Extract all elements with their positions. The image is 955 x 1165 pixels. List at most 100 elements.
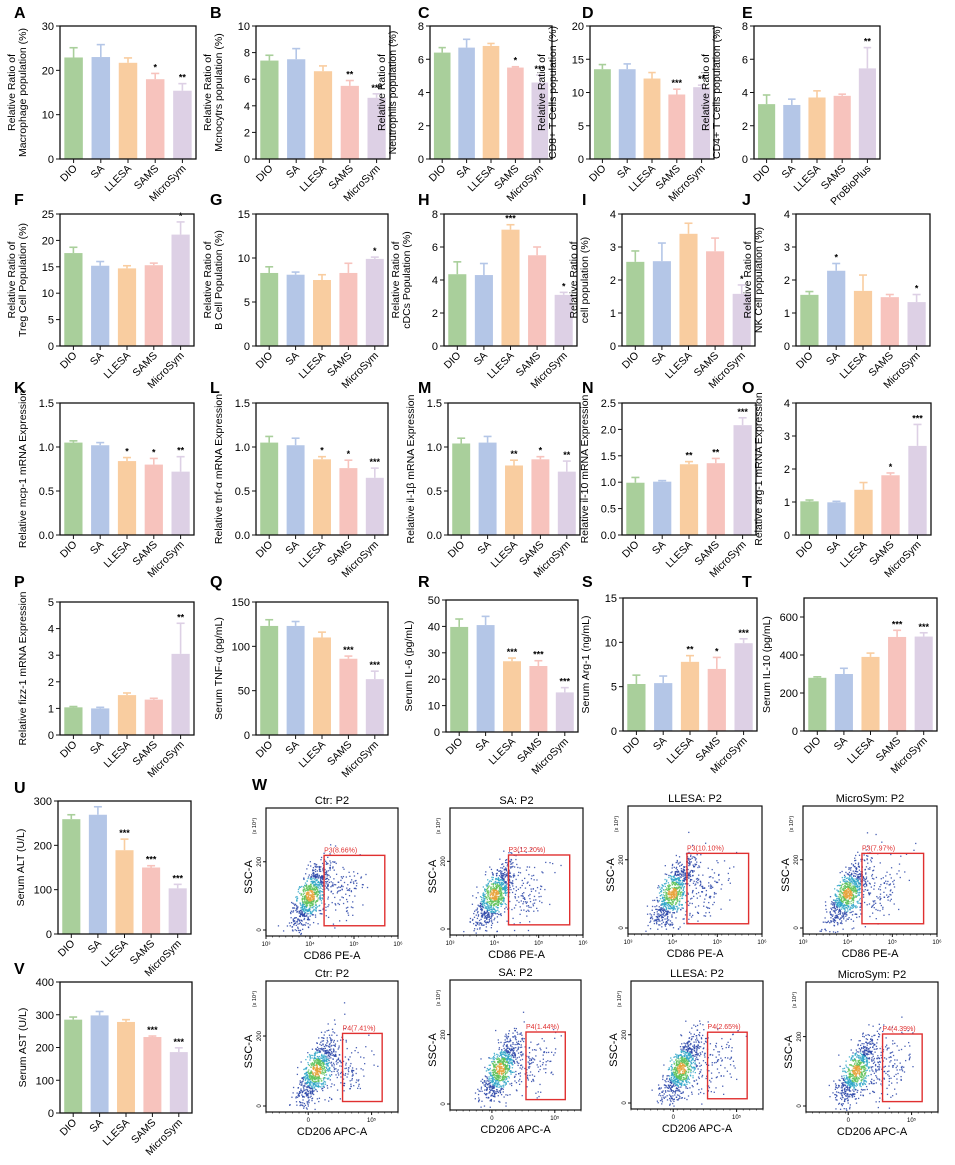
event-dot [498, 902, 500, 904]
event-dot [887, 899, 889, 901]
bar [117, 268, 137, 346]
event-dot [312, 903, 315, 905]
event-dot [688, 864, 690, 867]
event-dot [655, 908, 657, 911]
event-dot [320, 883, 323, 885]
event-dot [326, 886, 328, 888]
event-dot [317, 923, 319, 925]
event-dot [676, 911, 678, 913]
event-dot [650, 916, 652, 918]
event-dot [481, 914, 483, 916]
event-dot [485, 917, 487, 919]
event-dot [665, 888, 668, 891]
event-dot [496, 878, 498, 881]
event-dot [506, 875, 509, 877]
significance-label: *** [147, 1025, 158, 1035]
event-dot [681, 879, 684, 882]
event-dot [296, 899, 298, 901]
event-dot [335, 1051, 337, 1053]
event-dot [318, 891, 320, 893]
event-dot [344, 1074, 346, 1076]
event-dot [499, 913, 501, 916]
event-dot [680, 864, 683, 866]
flow-plot-title: SA: P2 [499, 795, 533, 807]
event-dot [305, 873, 307, 875]
event-dot [306, 1086, 308, 1088]
event-dot [695, 881, 698, 883]
event-dot [852, 880, 855, 882]
event-dot [672, 908, 675, 911]
event-dot [662, 907, 664, 910]
event-dot [313, 876, 316, 878]
event-dot [688, 874, 690, 877]
x-tick-label: SA [780, 163, 798, 181]
event-dot [859, 909, 861, 911]
event-dot [858, 866, 860, 868]
y-tick-label: 2 [48, 677, 54, 689]
event-dot [314, 863, 316, 865]
significance-label: * [834, 253, 838, 263]
event-dot [668, 885, 670, 888]
event-dot [321, 877, 323, 880]
event-dot [490, 887, 492, 890]
event-dot [833, 925, 836, 927]
event-dot [669, 888, 671, 890]
significance-label: * [514, 56, 518, 66]
event-dot [492, 884, 495, 886]
event-dot [282, 930, 285, 932]
event-dot [664, 915, 666, 917]
bar [171, 471, 190, 535]
event-dot [362, 884, 364, 886]
event-dot [505, 859, 508, 861]
event-dot [320, 900, 323, 902]
x-tick-label: DIO [587, 163, 609, 185]
event-dot [311, 1087, 313, 1090]
event-dot [661, 904, 663, 906]
event-dot [674, 898, 676, 901]
event-dot [855, 890, 857, 892]
event-dot [540, 885, 542, 887]
y-axis-label: Relative Ratio of [390, 241, 402, 318]
event-dot [338, 890, 340, 892]
event-dot [482, 894, 484, 897]
event-dot [325, 906, 327, 908]
event-dot [851, 887, 853, 890]
event-dot [867, 855, 869, 857]
event-dot [833, 904, 835, 907]
event-dot [302, 902, 304, 904]
event-dot [709, 915, 712, 917]
event-dot [311, 891, 313, 893]
bar [800, 501, 819, 535]
event-dot [325, 1045, 327, 1047]
event-dot [839, 909, 842, 912]
event-dot [854, 885, 856, 888]
event-dot [687, 874, 689, 877]
event-dot [526, 882, 528, 884]
event-dot [476, 907, 479, 909]
plot-frame [59, 402, 195, 536]
event-dot [297, 906, 299, 908]
event-dot [863, 883, 865, 886]
event-dot [843, 889, 845, 891]
event-dot [493, 899, 495, 901]
event-dot [316, 1064, 318, 1066]
event-dot [485, 906, 487, 908]
event-dot [292, 918, 295, 920]
event-dot [693, 895, 695, 898]
event-dot [500, 878, 502, 881]
x-tick-label: SA [283, 739, 301, 757]
event-dot [327, 1041, 329, 1043]
event-dot [308, 908, 310, 910]
event-dot [847, 908, 849, 910]
event-dot [887, 896, 889, 898]
event-dot [497, 895, 499, 898]
event-dot [677, 882, 679, 884]
gate-rectangle [507, 854, 571, 926]
event-dot [688, 918, 690, 920]
event-dot [666, 897, 669, 899]
event-dot [672, 881, 675, 883]
event-dot [490, 910, 492, 913]
y-tick-label: 400 [36, 977, 54, 989]
